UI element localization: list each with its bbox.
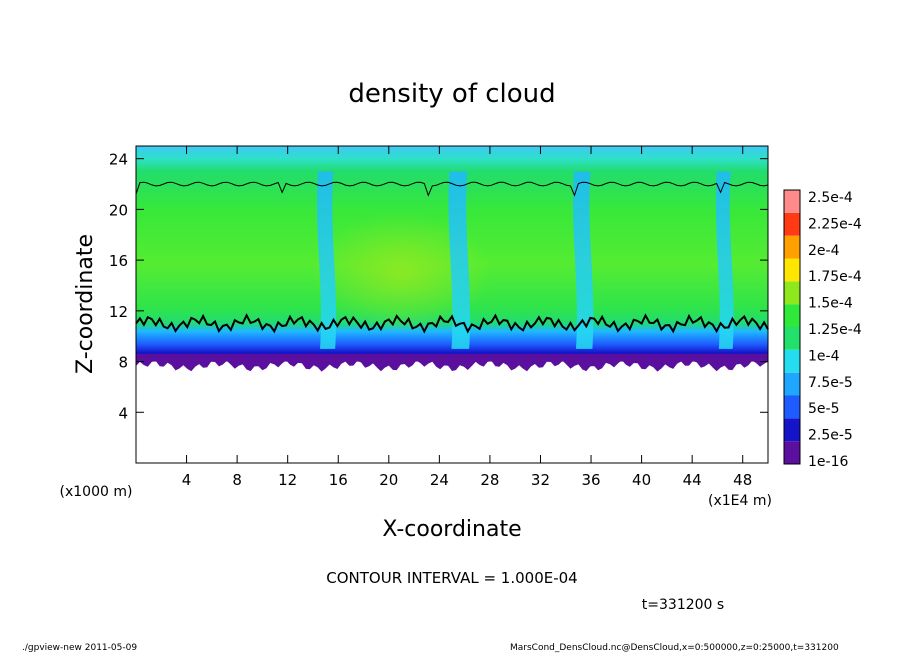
contour-interval-label: CONTOUR INTERVAL = 1.000E-04: [326, 569, 577, 587]
y-tick-label: 12: [109, 303, 128, 321]
time-label: t=331200 s: [642, 597, 724, 613]
colorbar-label: 1.25e-4: [808, 322, 862, 338]
y-axis: 4 8 12 16 20 24: [109, 151, 768, 422]
x-tick-label: 16: [329, 471, 348, 489]
plume-2: [448, 171, 471, 349]
colorbar-swatch: [784, 327, 800, 350]
colorbar-label: 2.5e-4: [808, 190, 853, 206]
colorbar-swatch: [784, 281, 800, 305]
y-unit-label: (x1000 m): [60, 484, 133, 500]
colorbar-label: 7.5e-5: [808, 375, 853, 391]
x-tick-label: 4: [182, 471, 192, 489]
colorbar-swatch: [784, 212, 800, 236]
x-unit-label: (x1E4 m): [708, 493, 772, 509]
y-axis-label: Z-coordinate: [73, 234, 98, 374]
plume-4: [715, 171, 734, 349]
x-tick-label: 24: [430, 471, 449, 489]
plume-1: [317, 171, 337, 349]
density-field: [135, 146, 769, 372]
y-tick-label: 4: [118, 404, 128, 422]
colorbar-label: 2.25e-4: [808, 216, 862, 232]
chart-title: density of cloud: [348, 79, 555, 109]
colorbar-swatch: [784, 304, 800, 327]
cloud-top-contour: [135, 181, 769, 197]
colorbar-label: 1.75e-4: [808, 269, 862, 285]
colorbar-label: 2.5e-5: [808, 428, 853, 444]
x-tick-label: 12: [278, 471, 297, 489]
colorbar-swatch: [784, 190, 800, 213]
colorbar-swatch: [784, 372, 800, 396]
colorbar-label: 1e-4: [808, 348, 840, 364]
x-tick-label: 44: [683, 471, 702, 489]
colorbar: 1e-16 2.5e-5 5e-5 7.5e-5 1e-4 1.25e-4 1.5e-4 1.…: [783, 189, 862, 470]
plot-frame: [135, 145, 769, 464]
colorbar-swatch: [784, 395, 800, 419]
colorbar-label: 1e-16: [808, 454, 848, 470]
x-tick-label: 36: [581, 471, 600, 489]
y-tick-label: 16: [109, 252, 128, 270]
colorbar-swatch: [784, 235, 800, 259]
y-tick-label: 20: [109, 201, 128, 219]
x-tick-label: 20: [379, 471, 398, 489]
cloud-base-edge: [136, 353, 768, 372]
colorbar-swatch: [784, 441, 800, 464]
x-axis-label: X-coordinate: [382, 517, 521, 542]
footer-right: MarsCond_DensCloud.nc@DensCloud,x=0:5000…: [510, 643, 839, 653]
x-tick-label: 8: [232, 471, 242, 489]
colorbar-swatch: [784, 418, 800, 442]
x-tick-label: 32: [531, 471, 550, 489]
low-density-plumes: [317, 171, 734, 349]
x-tick-label: 40: [632, 471, 651, 489]
x-tick-label: 48: [733, 471, 752, 489]
footer-left: ./gpview-new 2011-05-09: [22, 643, 138, 653]
x-axis: 4 8 12 16 20 24 28 32 36 40 44 48: [182, 146, 752, 489]
y-tick-label: 8: [118, 354, 128, 372]
y-tick-label: 24: [109, 151, 128, 169]
x-tick-label: 28: [480, 471, 499, 489]
colorbar-swatch: [784, 258, 800, 282]
colorbar-label: 1.5e-4: [808, 296, 853, 312]
plume-3: [573, 171, 594, 349]
colorbar-label: 5e-5: [808, 401, 839, 417]
contour-line-lower: [135, 313, 769, 334]
dense-core: [311, 212, 492, 333]
colorbar-frame: [783, 189, 801, 465]
colorbar-swatch: [784, 349, 800, 373]
colorbar-label: 2e-4: [808, 243, 840, 259]
